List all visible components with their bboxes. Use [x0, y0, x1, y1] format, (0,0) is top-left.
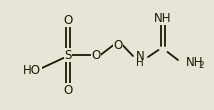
- Text: S: S: [64, 49, 72, 61]
- Text: HO: HO: [23, 63, 41, 76]
- Text: O: O: [63, 83, 73, 96]
- Text: N: N: [136, 50, 144, 62]
- Text: NH: NH: [154, 12, 172, 25]
- Text: O: O: [113, 38, 123, 51]
- Text: O: O: [91, 49, 101, 61]
- Text: 2: 2: [198, 61, 204, 70]
- Text: O: O: [63, 14, 73, 27]
- Text: H: H: [136, 58, 144, 68]
- Text: NH: NH: [186, 56, 204, 69]
